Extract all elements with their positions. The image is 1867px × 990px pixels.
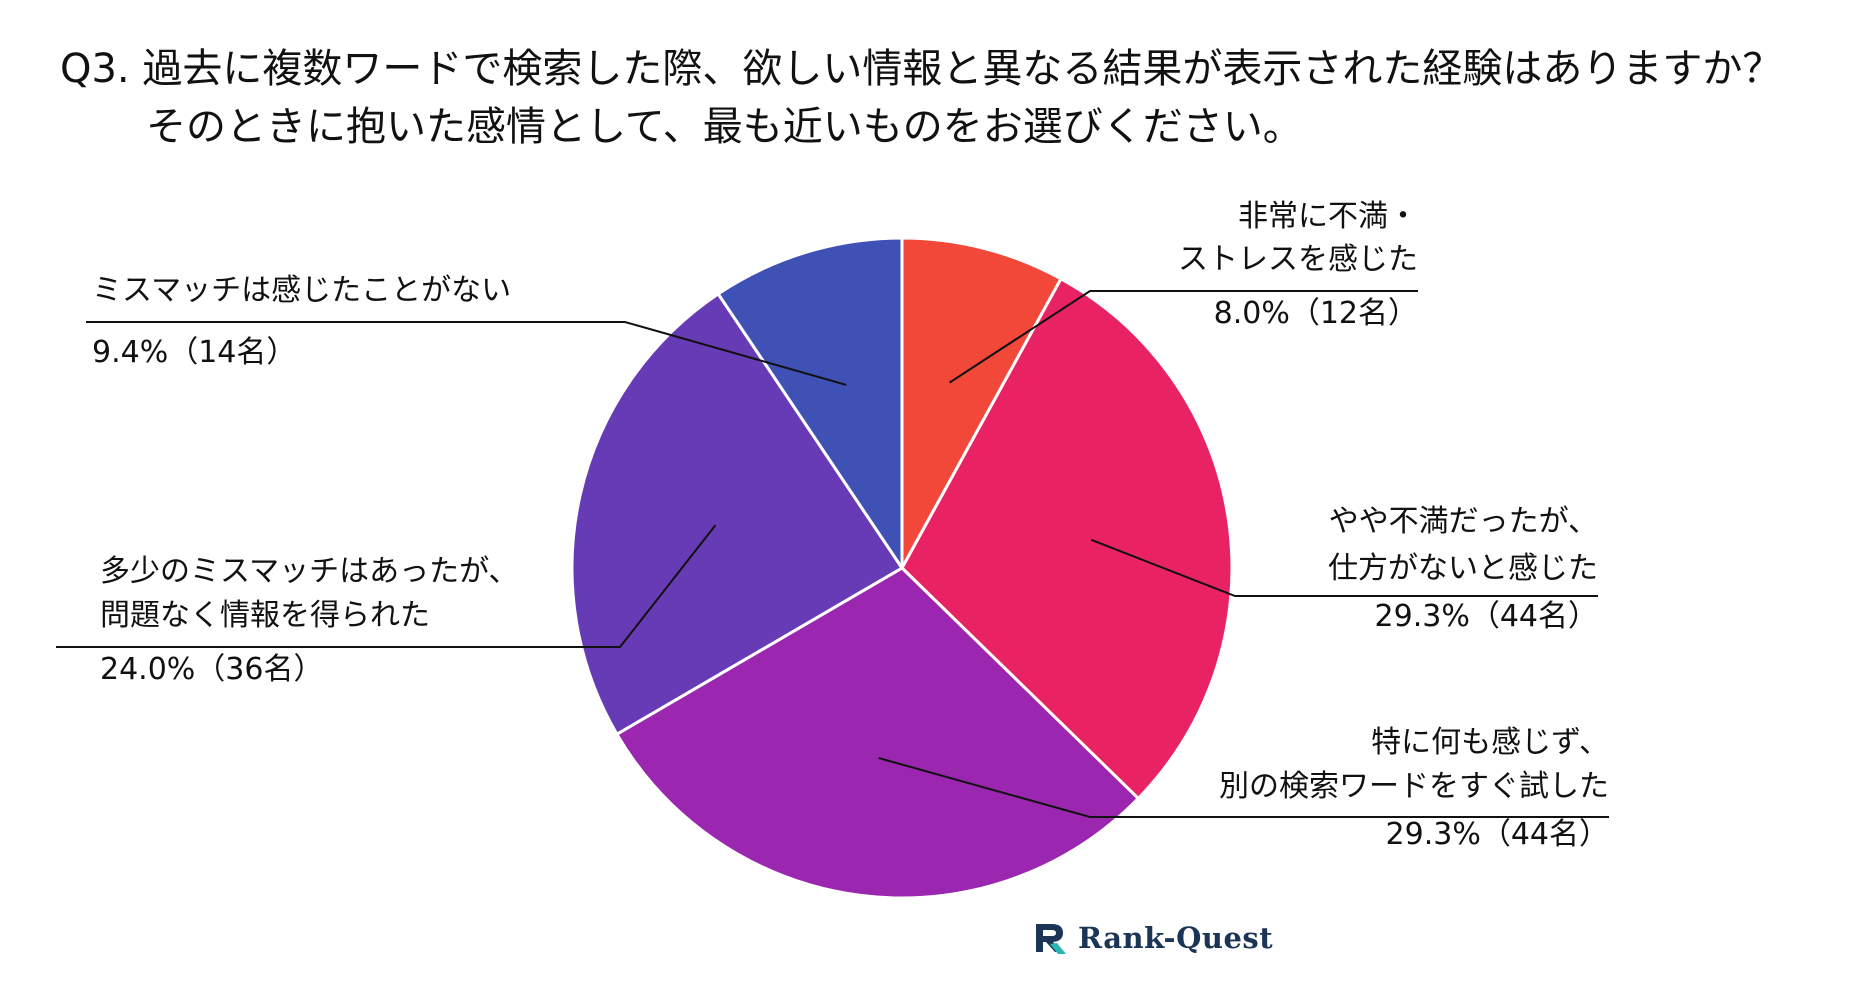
pie-slice-5 <box>716 236 904 570</box>
leader-line-4 <box>56 524 717 648</box>
slice-label-3-line-1: 特に何も感じず、 <box>1371 725 1609 760</box>
slice-label-group-2: やや不満だったが、仕方がないと感じた 29.3%（44名） <box>1090 504 1598 634</box>
leader-line-3 <box>878 757 1609 818</box>
chart-title: Q3. 過去に複数ワードで検索した際、欲しい情報と異なる結果が表示された経験はあ… <box>60 40 1850 156</box>
pie-slice-2 <box>900 277 1234 800</box>
slice-value-3: 29.3%（44名） <box>1386 817 1609 852</box>
slice-value-5: 9.4%（14名） <box>92 335 296 370</box>
pie-slice-4 <box>570 292 904 736</box>
rank-quest-logo-icon <box>1036 924 1066 954</box>
slice-label-1-line-1: 非常に不満・ <box>1238 199 1418 234</box>
slice-value-4: 24.0%（36名） <box>100 652 323 687</box>
slice-label-5-line-1: ミスマッチは感じたことがない <box>92 273 511 308</box>
logo-text: Rank-Quest <box>1078 921 1274 955</box>
slice-label-4-line-2: 問題なく情報を得られた <box>100 598 430 633</box>
slice-label-3-line-2: 別の検索ワードをすぐ試した <box>1219 769 1609 804</box>
rank-quest-logo: Rank-Quest <box>1030 918 1273 958</box>
chart-title-line-1: Q3. 過去に複数ワードで検索した際、欲しい情報と異なる結果が表示された経験はあ… <box>60 46 1783 92</box>
slice-label-2-line-2: 仕方がないと感じた <box>1328 551 1598 586</box>
chart-title-line-2: そのときに抱いた感情として、最も近いものをお選びください。 <box>146 104 1303 150</box>
slice-label-group-1: 非常に不満・ストレスを感じた 8.0%（12名） <box>949 199 1418 384</box>
pie-slice-1 <box>900 236 1063 570</box>
slice-label-group-4: 多少のミスマッチはあったが、問題なく情報を得られた 24.0%（36名） <box>56 524 717 687</box>
leader-line-1 <box>949 290 1418 384</box>
slice-label-1-line-2: ストレスを感じた <box>1178 242 1418 277</box>
slice-label-2-line-1: やや不満だったが、 <box>1329 504 1598 539</box>
slice-value-2: 29.3%（44名） <box>1375 599 1598 634</box>
slice-label-4-line-1: 多少のミスマッチはあったが、 <box>100 554 519 589</box>
slice-value-1: 8.0%（12名） <box>1214 296 1418 331</box>
slice-label-group-5: ミスマッチは感じたことがない 9.4%（14名） <box>86 273 847 386</box>
pie-slice-3 <box>615 566 1140 900</box>
leader-line-5 <box>86 321 847 386</box>
leader-line-2 <box>1090 538 1598 597</box>
slice-label-group-3: 特に何も感じず、別の検索ワードをすぐ試した 29.3%（44名） <box>878 725 1609 852</box>
